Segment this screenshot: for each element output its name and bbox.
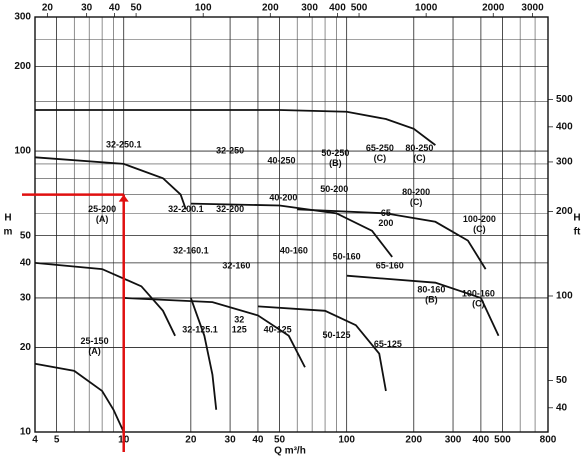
- pump-label-sub: (C): [472, 298, 485, 308]
- y-tick-label: 50: [20, 230, 32, 241]
- x-tick-label: 200: [405, 435, 422, 446]
- y2-tick-label: 200: [556, 206, 573, 217]
- x-tick-label: 4: [32, 435, 38, 446]
- pump-curve: [190, 202, 393, 258]
- pump-label-sub: 200: [378, 218, 393, 228]
- pump-label: 32-125.1: [182, 325, 218, 335]
- x2-tick-label: 2000: [482, 3, 505, 14]
- y-tick-label: 30: [20, 293, 32, 304]
- pump-label: 65-160: [376, 260, 404, 270]
- x2-tick-label: 500: [351, 3, 368, 14]
- y2-tick-label: 40: [556, 402, 568, 413]
- x2-tick-label: 300: [301, 3, 318, 14]
- pump-label: 32-160: [222, 260, 250, 270]
- pump-label: 32: [234, 315, 244, 325]
- pump-label: 40-160: [280, 246, 308, 256]
- pump-label-sub: (B): [425, 294, 438, 304]
- pump-curve: [123, 297, 306, 368]
- x-tick-label: 400: [473, 435, 490, 446]
- y-tick-label: 10: [20, 427, 32, 438]
- pump-label-sub: (C): [413, 153, 426, 163]
- pump-label: 25-150: [81, 336, 109, 346]
- y-axis-unit: m: [4, 227, 13, 238]
- y-tick-label: 40: [20, 257, 32, 268]
- guide-arrow: [118, 194, 129, 202]
- y2-tick-label: 100: [556, 291, 573, 302]
- x2-tick-label: 400: [329, 3, 346, 14]
- pump-label: 40-125: [264, 325, 292, 335]
- x2-tick-label: 30: [81, 3, 93, 14]
- pump-curve: [34, 261, 176, 337]
- x-tick-label: 50: [274, 435, 286, 446]
- pump-label: 32-250.1: [106, 139, 142, 149]
- plot-frame: [34, 16, 549, 433]
- pump-curve: [34, 156, 187, 210]
- pump-label: 50-160: [333, 251, 361, 261]
- pump-label-sub: (C): [410, 197, 423, 207]
- pump-label: 50-200: [320, 184, 348, 194]
- x-tick-label: 800: [540, 435, 557, 446]
- y-axis-title: H: [4, 213, 11, 224]
- pump-label: 100-200: [463, 214, 496, 224]
- y-tick-label: 300: [14, 12, 31, 23]
- pump-label: 32-200: [216, 204, 244, 214]
- pump-label: 40-200: [269, 192, 297, 202]
- pump-label-sub: 125: [232, 325, 247, 335]
- pump-label: 80-250: [405, 143, 433, 153]
- pump-curve: [34, 362, 125, 433]
- pump-label-sub: (A): [96, 214, 109, 224]
- x-tick-label: 40: [252, 435, 264, 446]
- y2-tick-label: 400: [556, 121, 573, 132]
- pump-label: 32-160.1: [173, 246, 209, 256]
- x-tick-label: 500: [494, 435, 511, 446]
- y-tick-label: 100: [14, 146, 31, 157]
- pump-label: 50-125: [322, 330, 350, 340]
- x2-tick-label: 100: [195, 3, 212, 14]
- pump-label: 40-250: [267, 156, 295, 166]
- pump-curve: [257, 305, 387, 392]
- pump-label: 32-250: [216, 145, 244, 155]
- pump-label: 65-250: [366, 143, 394, 153]
- pump-label: 65: [381, 208, 391, 218]
- x2-tick-label: 3000: [521, 3, 544, 14]
- pump-curve: [297, 208, 487, 270]
- x-tick-label: 300: [445, 435, 462, 446]
- pump-curve: [189, 297, 218, 410]
- pump-label: 50-250: [321, 148, 349, 158]
- pump-label-sub: (C): [374, 153, 387, 163]
- y2-axis-title: H: [573, 213, 580, 224]
- x2-tick-label: 1000: [415, 3, 438, 14]
- pump-label: 65-125: [374, 339, 402, 349]
- y-tick-label: 200: [14, 61, 31, 72]
- x2-tick-label: 20: [42, 3, 54, 14]
- pump-label-sub: (A): [88, 346, 101, 356]
- x2-tick-label: 200: [262, 3, 279, 14]
- x2-tick-label: 50: [131, 3, 143, 14]
- pump-label-sub: (C): [473, 224, 486, 234]
- pump-curve: [346, 274, 500, 337]
- x-tick-label: 20: [185, 435, 197, 446]
- y2-tick-label: 300: [556, 157, 573, 168]
- x-tick-label: 5: [54, 435, 60, 446]
- y2-axis-unit: ft: [574, 227, 581, 238]
- y2-tick-label: 50: [556, 375, 568, 386]
- pump-label: 80-200: [402, 187, 430, 197]
- x-tick-label: 30: [225, 435, 237, 446]
- x-tick-label: 100: [338, 435, 355, 446]
- x-axis-title: Q m³/h: [274, 446, 306, 457]
- pump-curve: [35, 109, 436, 146]
- pump-label-sub: (B): [329, 158, 342, 168]
- pump-label: 80-160: [417, 284, 445, 294]
- y-tick-label: 20: [20, 342, 32, 353]
- y2-tick-label: 500: [556, 94, 573, 105]
- pump-label: 32-200.1: [168, 204, 204, 214]
- pump-label: 25-200: [88, 204, 116, 214]
- x2-tick-label: 40: [109, 3, 121, 14]
- pump-label: 100-160: [462, 288, 495, 298]
